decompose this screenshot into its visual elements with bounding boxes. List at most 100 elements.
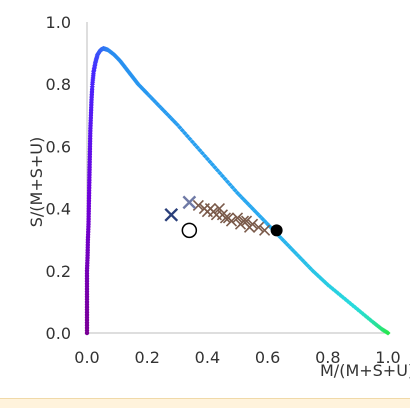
cross-marker: [231, 212, 244, 224]
locus-point: [287, 244, 293, 251]
locus-point: [244, 200, 251, 206]
y-tick-label: 0.2: [46, 262, 71, 281]
locus-point: [234, 190, 241, 196]
y-axis-label: S/(M+S+U): [27, 137, 46, 228]
locus-point: [282, 239, 288, 245]
locus-point: [147, 93, 153, 99]
locus-point: [212, 164, 218, 170]
cross-marker: [201, 206, 213, 218]
marker-stroke: [240, 215, 253, 227]
locus-point: [385, 330, 391, 336]
locus-point: [247, 203, 253, 209]
locus-point: [250, 206, 256, 212]
locus-point: [222, 176, 228, 182]
locus-point: [285, 242, 291, 248]
x-tick-label: 0.2: [134, 348, 159, 367]
y-tick-label: 1.0: [46, 13, 71, 32]
spectral-locus: [84, 45, 391, 336]
locus-point: [224, 179, 231, 185]
x-marker: [164, 207, 179, 222]
locus-point: [204, 156, 210, 162]
locus-point: [199, 150, 205, 156]
axes: [86, 22, 388, 334]
x-axis-label: M/(M+S+U): [320, 361, 410, 380]
locus-point: [194, 144, 200, 150]
marker-stroke: [213, 203, 226, 215]
locus-point: [202, 153, 208, 159]
locus-point: [149, 96, 155, 102]
marker-stroke: [259, 224, 271, 236]
marker-stroke: [164, 207, 179, 222]
y-tick-label: 0.4: [46, 200, 71, 219]
locus-point: [207, 159, 213, 165]
marker-stroke: [219, 212, 232, 224]
cross-marker: [225, 215, 238, 227]
marker-stroke: [234, 218, 247, 230]
special-markers: [164, 195, 283, 239]
marker-stroke: [225, 215, 238, 227]
locus-point: [167, 114, 173, 120]
marker-stroke: [192, 199, 204, 212]
locus-point: [182, 130, 188, 136]
y-tick-label: 0.8: [46, 75, 71, 94]
locus-point: [197, 147, 203, 153]
cross-marker: [213, 203, 226, 215]
locus-point: [305, 263, 311, 269]
locus-point: [187, 136, 193, 142]
locus-point: [192, 142, 198, 148]
locus-point: [217, 170, 223, 176]
locus-point: [307, 265, 313, 271]
locus-point: [209, 161, 215, 168]
y-tick-label: 0.6: [46, 137, 71, 156]
locus-point: [179, 127, 185, 133]
locus-point: [239, 195, 246, 201]
marker-stroke: [201, 206, 213, 218]
marker-stroke: [231, 212, 244, 224]
marker-stroke: [243, 221, 256, 233]
locus-point: [260, 216, 266, 222]
cross-marker: [253, 221, 265, 233]
locus-point: [242, 198, 248, 204]
locus-point: [300, 257, 306, 263]
locus-point: [290, 247, 296, 253]
data-crosses: [192, 199, 271, 236]
x-tick-label: 0.6: [255, 348, 280, 367]
locus-point: [169, 116, 175, 122]
locus-point: [174, 122, 180, 128]
locus-point: [177, 124, 183, 131]
tick-labels: 0.0 0.2 0.4 0.6 0.8 1.0 0.0 0.2 0.4 0.6 0.8 1.0: [46, 13, 401, 367]
open-circle-marker: [181, 222, 198, 239]
y-tick-label: 0.0: [46, 324, 71, 343]
cross-marker: [192, 199, 204, 212]
cross-marker: [234, 218, 247, 230]
cross-marker: [219, 212, 232, 224]
locus-point: [237, 193, 243, 199]
locus-point: [297, 255, 303, 261]
marker-stroke: [182, 195, 197, 210]
marker-stroke: [253, 221, 265, 233]
locus-point: [280, 237, 286, 243]
locus-point: [302, 260, 308, 266]
locus-point: [214, 167, 220, 173]
cross-marker: [243, 221, 256, 233]
filled-circle-marker: [270, 224, 283, 237]
x-marker: [182, 195, 197, 210]
x-tick-label: 0.4: [195, 348, 220, 367]
locus-point: [227, 181, 233, 188]
locus-point: [252, 208, 258, 214]
bottom-band: [0, 398, 410, 408]
locus-point: [219, 173, 225, 179]
locus-point: [144, 90, 150, 97]
locus-point: [189, 139, 195, 145]
locus-point: [184, 133, 190, 139]
x-tick-label: 0.0: [74, 348, 99, 367]
locus-point: [232, 187, 238, 193]
cross-marker: [240, 215, 253, 227]
locus-point: [172, 119, 178, 125]
x-tick-label: 0.8: [315, 348, 340, 367]
cross-marker: [259, 224, 271, 236]
locus-point: [229, 184, 236, 190]
x-tick-label: 1.0: [375, 348, 400, 367]
